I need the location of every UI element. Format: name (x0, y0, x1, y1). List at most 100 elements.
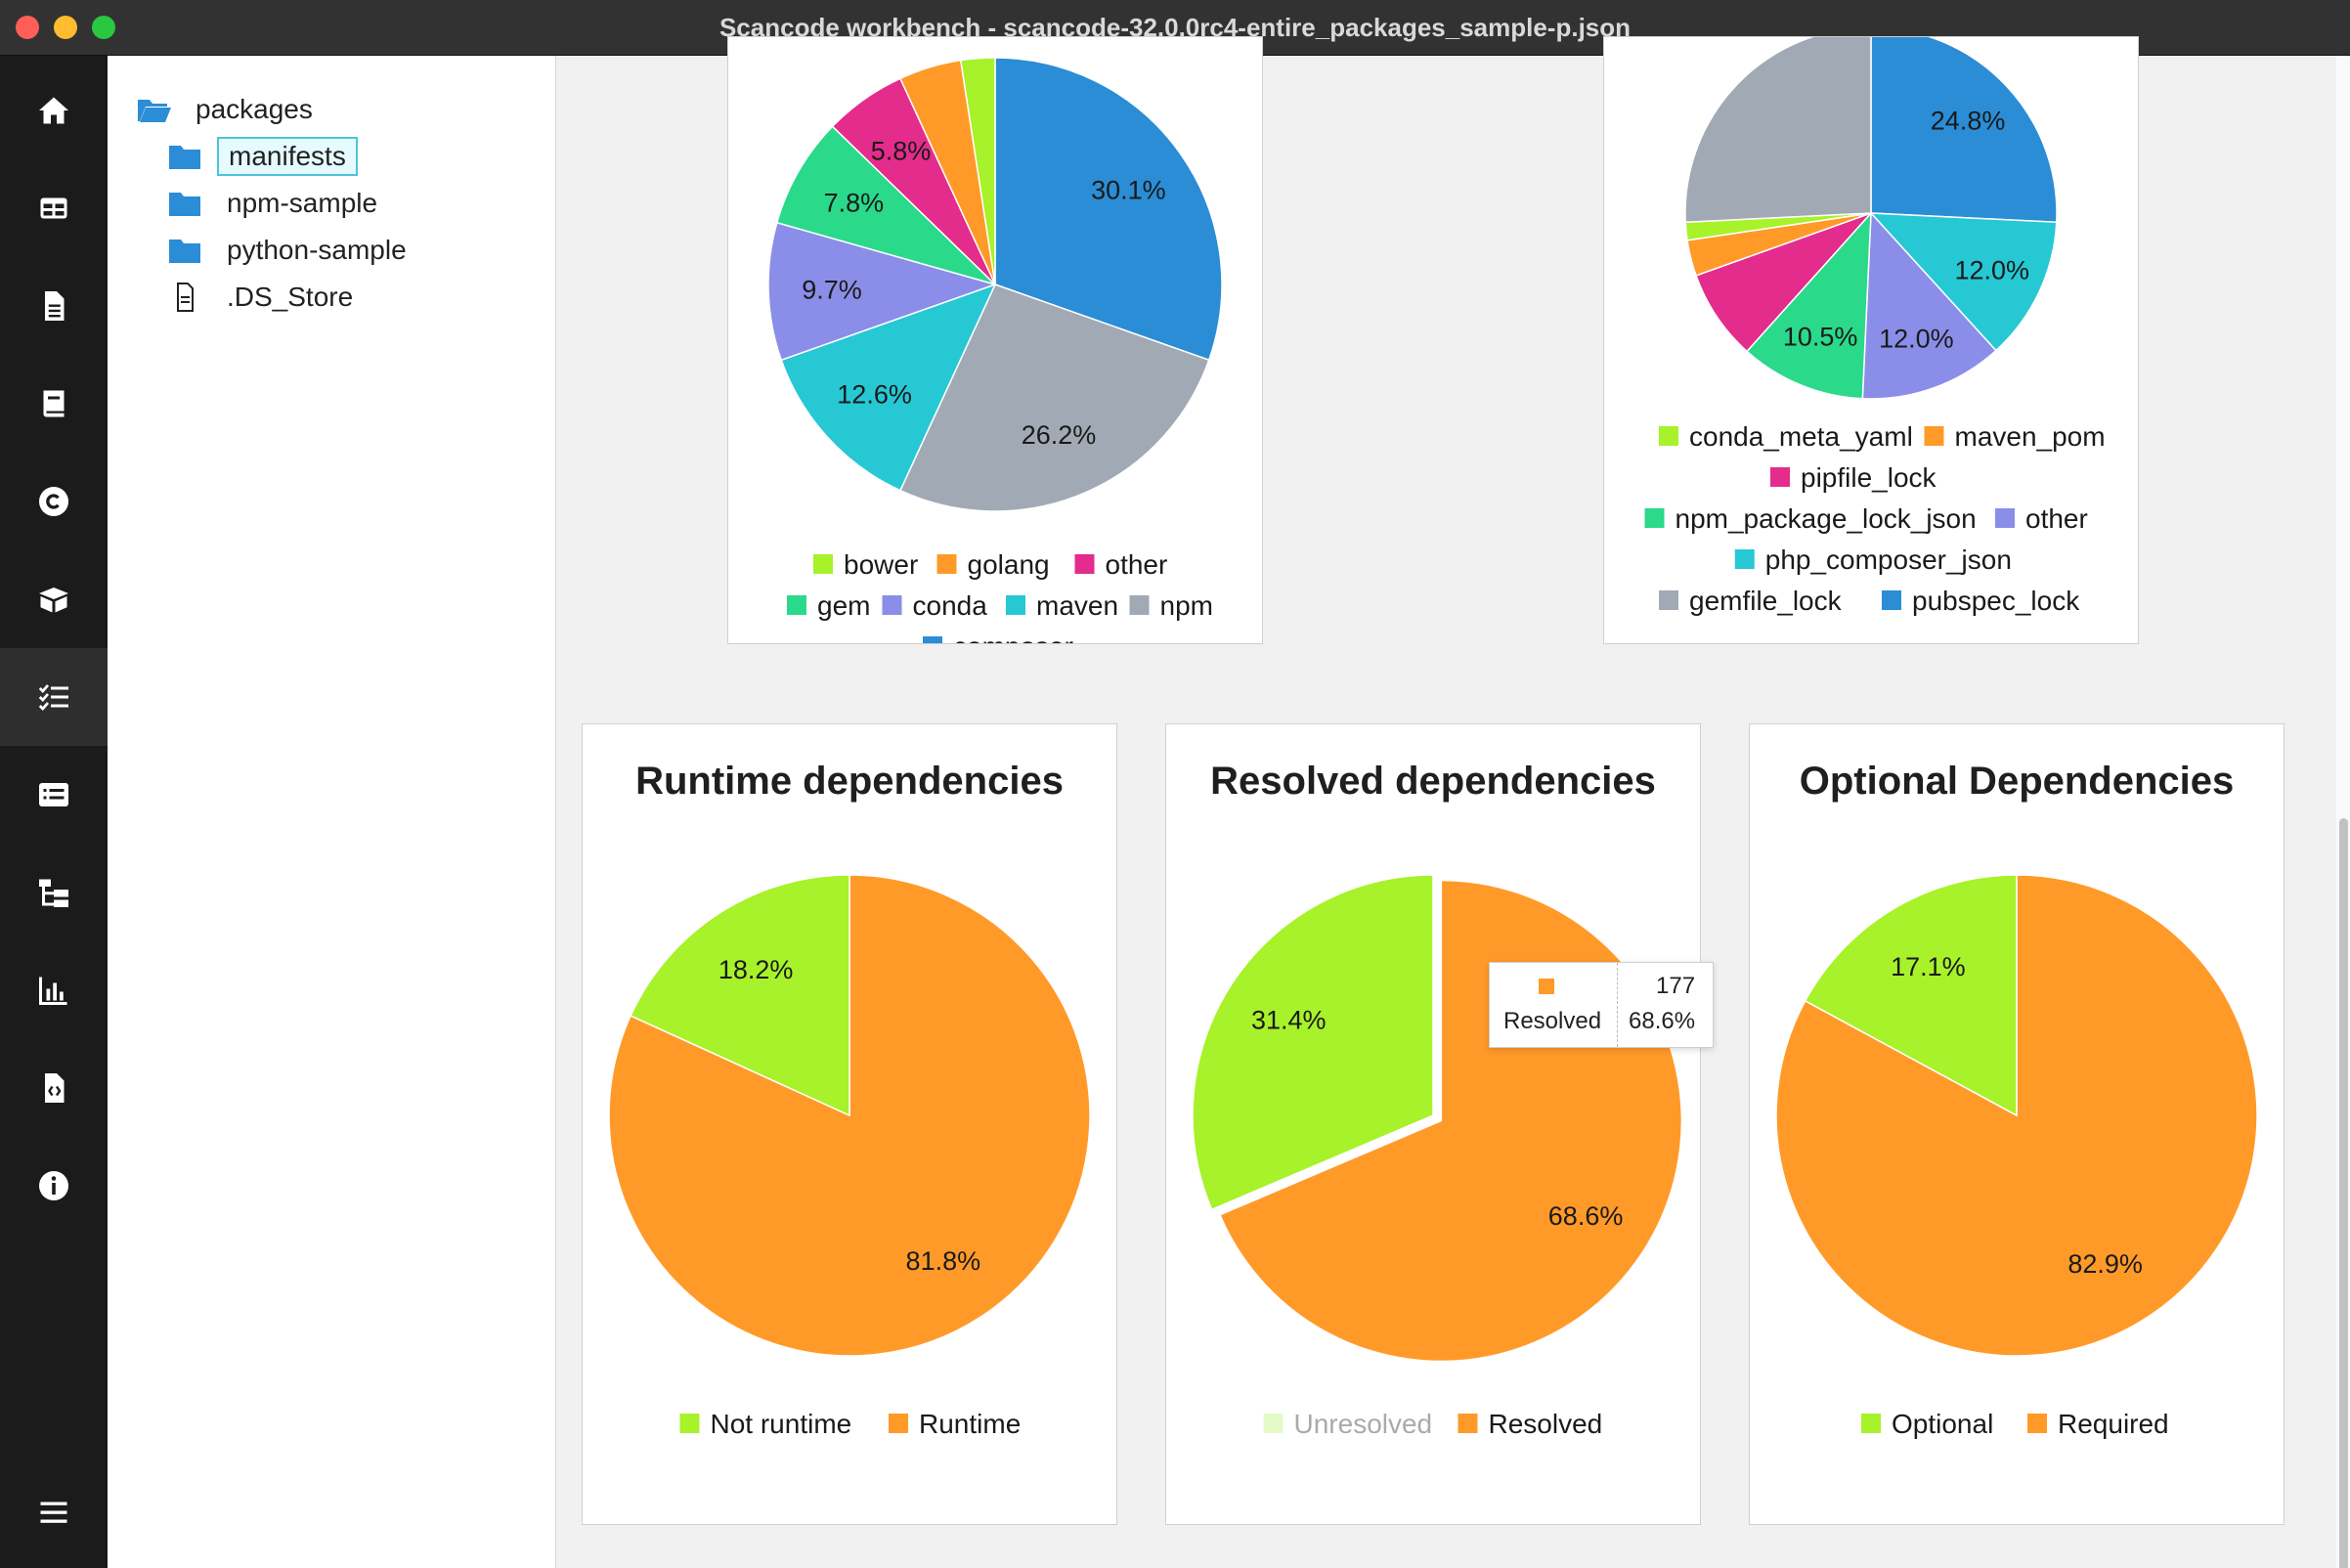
legend-item-runtime[interactable]: Runtime (919, 1409, 1021, 1439)
legend-swatch-maven-pom (1924, 426, 1944, 446)
legend-item-conda-meta-yaml[interactable]: conda_meta_yaml (1689, 421, 1913, 452)
legend-swatch-resolved (1458, 1414, 1478, 1433)
slice-label-required: 82.9% (2067, 1249, 2143, 1279)
pie-slice-bower[interactable] (959, 57, 996, 285)
legend-item-other[interactable]: other (2025, 503, 2088, 534)
dependencies-dashboard: 30.1% 26.2% 12.6% 9.7% 7.8% 5.8% bower golang ot… (556, 26, 2350, 1568)
file-tree: packages manifests npm-sample python-sam… (108, 56, 556, 1568)
legend-item-pubspec-lock[interactable]: pubspec_lock (1912, 586, 2080, 616)
tree-item-label: npm-sample (227, 188, 378, 218)
folder-icon (168, 142, 203, 171)
resolved-dependencies-title: Resolved dependencies (1210, 760, 1656, 803)
bar-chart-icon (39, 977, 67, 1005)
file-icon (45, 291, 65, 321)
pie-slice-npm[interactable] (898, 283, 1210, 512)
runtime-dependencies-card: Runtime dependencies 81.8% 18.2% Not runti… (582, 723, 1117, 1525)
resolved-dependencies-pie-chart: 68.6% 31.4% Unresolved Resolved (1192, 874, 1683, 1439)
pie-slice-conda[interactable] (767, 221, 998, 362)
close-window-button[interactable] (16, 16, 39, 39)
optional-dependencies-card: Optional Dependencies 82.9% 17.1% Optional… (1749, 723, 2285, 1525)
folder-icon (168, 189, 203, 218)
legend-swatch-conda-meta-yaml (1659, 426, 1678, 446)
nav-charts[interactable] (0, 941, 108, 1039)
pie-slice-other[interactable] (1861, 211, 1997, 400)
nav-code-file[interactable] (0, 1039, 108, 1137)
legend-item-npm-package-lock-json[interactable]: npm_package_lock_json (1675, 503, 1977, 534)
legend-item-golang[interactable]: golang (968, 549, 1050, 580)
book-icon (43, 390, 65, 417)
content-scrollbar[interactable] (2336, 56, 2350, 1568)
legend-item-npm[interactable]: npm (1160, 590, 1213, 621)
legend-item-resolved[interactable]: Resolved (1489, 1409, 1603, 1439)
slice-label-other: 12.0% (1879, 325, 1954, 354)
maximize-window-button[interactable] (92, 16, 115, 39)
legend-swatch-unresolved (1263, 1414, 1284, 1433)
nav-menu-toggle[interactable] (0, 1463, 108, 1561)
legend-item-gemfile-lock[interactable]: gemfile_lock (1689, 586, 1843, 616)
tree-item-npm-sample[interactable]: npm-sample (168, 181, 387, 226)
legend-item-other[interactable]: other (1106, 549, 1168, 580)
code-file-icon (45, 1073, 65, 1103)
legend-item-not-runtime[interactable]: Not runtime (711, 1409, 852, 1439)
nav-tree[interactable] (0, 844, 108, 941)
legend-item-php-composer-json[interactable]: php_composer_json (1765, 544, 2012, 575)
tree-item-label: .DS_Store (227, 282, 354, 312)
nav-file[interactable] (0, 257, 108, 355)
pie-slice-runtime[interactable] (608, 874, 1091, 1357)
pie-slice-gemfile-lock[interactable] (1684, 26, 1872, 224)
tree-item-label: manifests (217, 137, 358, 176)
tree-root-packages[interactable]: packages (137, 87, 323, 132)
legend-item-maven[interactable]: maven (1036, 590, 1118, 621)
legend-item-gem[interactable]: gem (817, 590, 870, 621)
slice-label-resolved: 68.6% (1548, 1201, 1624, 1231)
pie-slice-maven[interactable] (780, 283, 997, 492)
tree-item-python-sample[interactable]: python-sample (168, 228, 416, 273)
pie-slice-composer[interactable] (994, 57, 1223, 362)
legend-item-required[interactable]: Required (2058, 1409, 2169, 1439)
optional-dependencies-pie-chart: 82.9% 17.1% Optional Required (1775, 874, 2258, 1439)
legend-swatch-gem (787, 595, 806, 615)
legend-swatch-not-runtime (679, 1414, 700, 1433)
tooltip-label: Resolved (1503, 1008, 1602, 1034)
slice-label-optional: 17.1% (1891, 952, 1966, 981)
pie-slice-optional[interactable] (1804, 874, 2018, 1117)
pie-slice-pipfile-lock[interactable] (1695, 212, 1872, 353)
nav-home[interactable] (0, 62, 108, 159)
nav-book[interactable] (0, 355, 108, 453)
pie-slice-not-runtime[interactable] (630, 874, 850, 1117)
legend-item-composer[interactable]: composer (953, 632, 1073, 662)
tree-item-ds-store[interactable]: .DS_Store (168, 275, 363, 320)
legend-swatch-conda (882, 595, 902, 615)
nav-dependencies[interactable] (0, 648, 108, 746)
slice-label-runtime: 81.8% (906, 1246, 981, 1276)
nav-info[interactable] (0, 1137, 108, 1235)
legend-swatch-golang (936, 554, 957, 574)
nav-table[interactable] (0, 159, 108, 257)
slice-label-php-composer-json: 12.0% (1954, 255, 2029, 284)
nav-packages[interactable] (0, 550, 108, 648)
pie-slice-php-composer-json[interactable] (1869, 212, 2058, 352)
file-outline-icon (168, 283, 203, 312)
pie-slice-unresolved[interactable] (1192, 874, 1434, 1211)
legend-item-optional[interactable]: Optional (1892, 1409, 1993, 1439)
legend-swatch-pipfile-lock (1770, 467, 1790, 487)
legend-item-maven-pom[interactable]: maven_pom (1955, 421, 2106, 452)
table-icon (40, 197, 67, 219)
nav-rail (0, 56, 108, 1568)
scrollbar-thumb[interactable] (2339, 818, 2348, 1568)
legend-item-bower[interactable]: bower (844, 549, 918, 580)
home-icon (39, 97, 68, 124)
nav-list[interactable] (0, 746, 108, 844)
tree-item-manifests[interactable]: manifests (168, 134, 358, 179)
package-types-pie-chart: 30.1% 26.2% 12.6% 9.7% 7.8% 5.8% bower golang ot… (767, 57, 1223, 662)
nav-copyright[interactable] (0, 453, 108, 550)
pie-slice-npm-package-lock-json[interactable] (1746, 210, 1872, 400)
legend-item-conda[interactable]: conda (913, 590, 988, 621)
copyright-icon (39, 487, 68, 516)
package-types-card: 30.1% 26.2% 12.6% 9.7% 7.8% 5.8% bower golang ot… (727, 36, 1263, 662)
pie-slice-gem[interactable] (775, 125, 996, 285)
legend-item-unresolved[interactable]: Unresolved (1294, 1409, 1433, 1439)
minimize-window-button[interactable] (54, 16, 77, 39)
checklist-icon (38, 684, 68, 711)
legend-item-pipfile-lock[interactable]: pipfile_lock (1801, 462, 1937, 493)
